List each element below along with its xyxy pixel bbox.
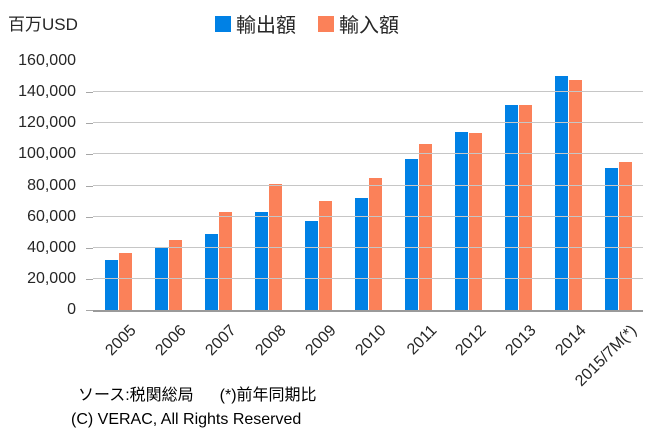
- footer-source-line: ソース:税関総局 (*)前年同期比: [78, 381, 317, 405]
- y-axis-unit-label: 百万USD: [8, 15, 78, 34]
- x-tick-label: 2009: [302, 322, 341, 360]
- legend-item-imports: 輸入額: [318, 9, 399, 38]
- footnote-text: (*)前年同期比: [219, 387, 317, 404]
- bar-imports-2009: [318, 201, 332, 310]
- exports-swatch-icon: [215, 15, 231, 32]
- y-tick-mark: [86, 154, 93, 156]
- x-tick-label: 2005: [102, 322, 141, 360]
- bar-exports-2006: [154, 248, 168, 310]
- bar-exports-2015/7M(*): [604, 167, 618, 310]
- category-slot-2006: [143, 61, 193, 310]
- bar-exports-2013: [504, 104, 518, 310]
- bar-exports-2009: [304, 221, 318, 310]
- bar-exports-2005: [104, 259, 118, 310]
- category-slot-2015/7M(*): [593, 61, 643, 310]
- category-slot-2009: [293, 61, 343, 310]
- imports-swatch-icon: [318, 15, 334, 32]
- legend-label-exports: 輸出額: [236, 15, 296, 37]
- bar-imports-2015/7M(*): [618, 162, 632, 310]
- category-slot-2010: [343, 61, 393, 310]
- bar-exports-2008: [254, 212, 268, 310]
- legend-label-imports: 輸入額: [339, 15, 399, 37]
- y-tick-label: 40,000: [27, 238, 76, 256]
- y-tick-label: 80,000: [27, 176, 76, 194]
- y-tick-label: 0: [67, 301, 76, 318]
- x-tick-label: 2014: [552, 322, 591, 360]
- y-tick-label: 20,000: [27, 269, 76, 287]
- category-slot-2012: [443, 61, 493, 310]
- y-tick-label: 160,000: [18, 52, 76, 69]
- bars-container: [93, 61, 643, 310]
- copyright-text: (C) VERAC, All Rights Reserved: [71, 411, 302, 428]
- y-tick-mark: [86, 247, 93, 249]
- y-tick-mark: [86, 216, 93, 218]
- plot-area: [93, 61, 643, 312]
- bar-imports-2014: [568, 80, 582, 310]
- y-tick-label: 100,000: [18, 145, 76, 163]
- bar-imports-2007: [218, 212, 232, 310]
- category-slot-2013: [493, 61, 543, 310]
- x-tick-label: 2007: [202, 322, 241, 360]
- bar-imports-2011: [418, 143, 432, 310]
- gridline: [93, 91, 643, 93]
- y-tick-label: 120,000: [18, 114, 76, 132]
- x-tick-label: 2012: [452, 322, 491, 360]
- bar-exports-2012: [454, 131, 468, 310]
- bar-exports-2007: [204, 234, 218, 310]
- legend: 輸出額 輸入額: [215, 9, 399, 38]
- bar-imports-2012: [468, 132, 482, 310]
- bar-exports-2014: [554, 76, 568, 310]
- bar-imports-2005: [118, 252, 132, 310]
- x-tick-label: 2013: [502, 322, 541, 360]
- category-slot-2005: [93, 61, 143, 310]
- y-tick-mark: [86, 185, 93, 187]
- gridline: [93, 153, 643, 155]
- y-tick-label: 60,000: [27, 207, 76, 225]
- x-tick-label: 2006: [152, 322, 191, 360]
- category-slot-2014: [543, 61, 593, 310]
- bar-imports-2013: [518, 104, 532, 310]
- bar-exports-2011: [404, 159, 418, 310]
- source-text: ソース:税関総局: [78, 387, 194, 404]
- category-slot-2011: [393, 61, 443, 310]
- y-tick-mark: [86, 92, 93, 94]
- x-tick-label: 2011: [403, 322, 441, 359]
- bar-imports-2006: [168, 240, 182, 310]
- category-slot-2007: [193, 61, 243, 310]
- x-tick-label: 2010: [352, 322, 391, 360]
- bar-exports-2010: [354, 197, 368, 310]
- y-tick-label: 140,000: [18, 83, 76, 101]
- gridline: [93, 122, 643, 124]
- x-tick-label: 2008: [252, 322, 291, 360]
- bar-imports-2010: [368, 178, 382, 310]
- y-tick-mark: [86, 123, 93, 125]
- y-tick-mark: [86, 310, 93, 311]
- legend-item-exports: 輸出額: [215, 9, 296, 38]
- gridline: [93, 215, 643, 217]
- gridline: [93, 246, 643, 248]
- category-slot-2008: [243, 61, 293, 310]
- gridline: [93, 184, 643, 186]
- y-tick-mark: [86, 278, 93, 280]
- gridline: [93, 277, 643, 279]
